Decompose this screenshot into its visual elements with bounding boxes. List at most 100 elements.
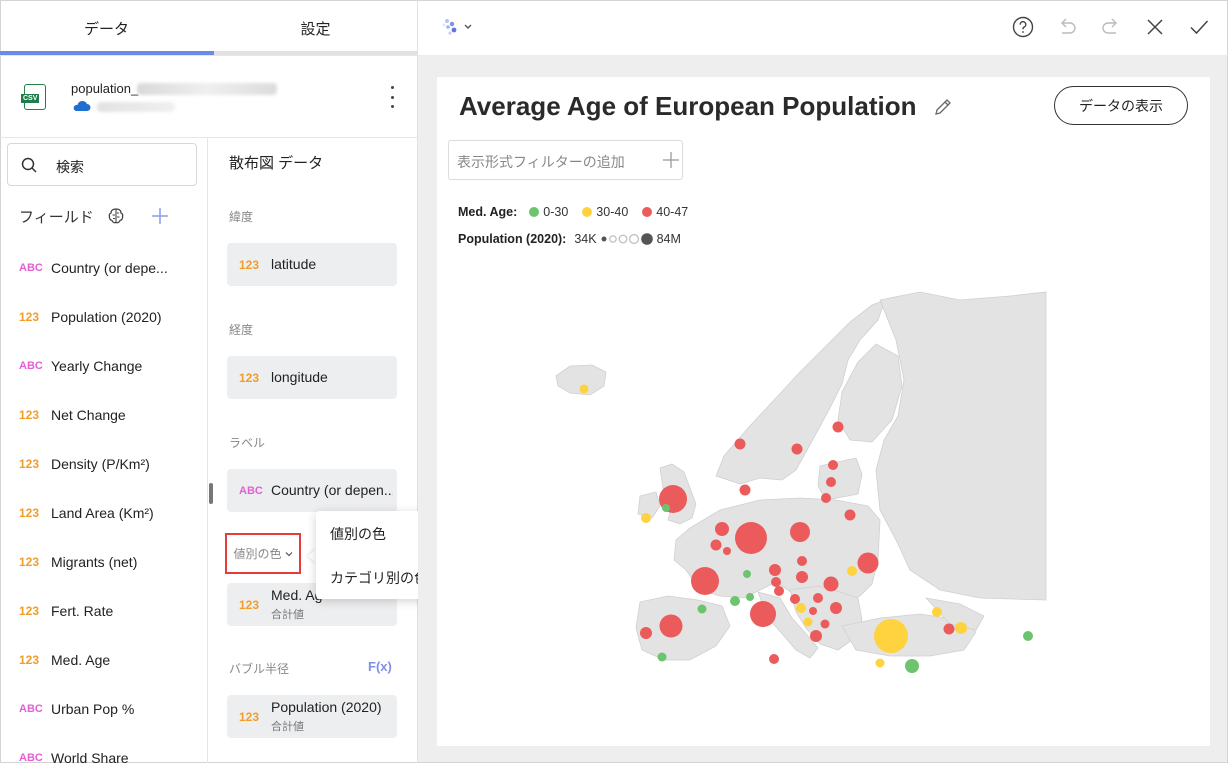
- field-type-label: 123: [239, 598, 260, 612]
- cloud-icon: [73, 100, 91, 111]
- bubble-bulgaria: [830, 602, 842, 614]
- bubble-monaco: [746, 593, 754, 601]
- panel-divider: [417, 0, 418, 763]
- field-type-label: 123: [239, 710, 260, 724]
- bubble-sweden: [791, 443, 803, 455]
- datasource-menu-icon[interactable]: [386, 86, 398, 108]
- longitude-field-pill[interactable]: 123 longitude: [227, 356, 397, 399]
- bubble-serbia: [813, 593, 823, 603]
- longitude-label: 経度: [229, 323, 254, 337]
- search-icon: [21, 157, 37, 173]
- legend-range-label: 40-47: [656, 205, 689, 219]
- field-item[interactable]: 123 Net Change: [0, 395, 207, 435]
- brain-icon[interactable]: [106, 206, 126, 226]
- bubble-radius-label: バブル半径: [229, 662, 290, 676]
- confirm-check-icon[interactable]: [1188, 16, 1210, 38]
- datasource-header: CSV population_: [0, 56, 417, 138]
- bubble-ukraine: [857, 552, 879, 574]
- chevron-down-icon: [285, 551, 292, 556]
- latitude-field-pill[interactable]: 123 latitude: [227, 243, 397, 286]
- bubble-gibraltar: [657, 652, 667, 662]
- field-name: Country (or depe...: [51, 260, 168, 276]
- config-title: 散布図 データ: [229, 155, 324, 172]
- bubble-norway: [734, 438, 746, 450]
- bubble-georgia: [932, 607, 942, 617]
- bubble-germany: [735, 522, 767, 554]
- bubble-croatia: [790, 594, 800, 604]
- tab-indicator-track: [214, 51, 417, 55]
- undo-icon[interactable]: [1056, 16, 1078, 38]
- field-type-label: 123: [19, 310, 40, 324]
- field-item[interactable]: 123 Migrants (net): [0, 542, 207, 582]
- bubble-syria: [905, 659, 919, 673]
- tab-data[interactable]: データ: [83, 20, 129, 38]
- bubble-spain: [659, 614, 683, 638]
- label-field-pill[interactable]: ABC Country (or depen...: [227, 469, 397, 512]
- field-item[interactable]: ABC Yearly Change: [0, 346, 207, 386]
- legend-red-dot: [642, 207, 653, 217]
- field-type-label: 123: [239, 258, 260, 272]
- bubble-slovakia: [797, 556, 807, 566]
- bubble-netherlands: [715, 522, 729, 536]
- legend-max-label: 84M: [656, 232, 681, 246]
- viz-title[interactable]: Average Age of European Population: [459, 91, 917, 121]
- latitude-label: 緯度: [229, 210, 254, 224]
- edit-pencil-icon[interactable]: [932, 96, 954, 118]
- field-type-label: ABC: [19, 703, 43, 715]
- field-item[interactable]: 123 Density (P/Km²): [0, 444, 207, 484]
- legend-green-dot: [529, 207, 540, 217]
- field-item[interactable]: 123 Fert. Rate: [0, 591, 207, 631]
- bubble-malta: [769, 654, 779, 664]
- bubble-moldova: [847, 566, 857, 576]
- bubble-belarus: [844, 509, 856, 521]
- field-type-label: 123: [19, 506, 40, 520]
- field-name: Population (2020): [271, 699, 382, 715]
- option-label: カテゴリ別の色: [330, 570, 428, 586]
- add-field-icon[interactable]: [150, 206, 170, 226]
- tab-settings[interactable]: 設定: [300, 20, 331, 38]
- bubble-luxembourg: [723, 547, 731, 555]
- field-item[interactable]: 123 Land Area (Km²): [0, 493, 207, 533]
- option-label: 値別の色: [330, 526, 386, 542]
- bubble-belgium: [710, 539, 722, 551]
- field-name: longitude: [271, 369, 328, 385]
- field-search-input[interactable]: 検索: [7, 143, 197, 186]
- redo-icon[interactable]: [1100, 16, 1122, 38]
- field-type-label: 123: [239, 371, 260, 385]
- field-name: Net Change: [51, 407, 126, 423]
- add-filter-field[interactable]: 表示形式フィルターの追加: [448, 140, 683, 180]
- bubble-montenegro: [809, 607, 817, 615]
- field-type-label: 123: [19, 408, 40, 422]
- field-item[interactable]: ABC Country (or depe...: [0, 248, 207, 288]
- field-type-label: 123: [19, 457, 40, 471]
- popup-arrow: [308, 548, 317, 564]
- viz-toolbar: [418, 0, 1228, 56]
- aggregation-label: 合計値: [271, 721, 304, 733]
- aggregation-label: 合計値: [271, 609, 304, 621]
- help-icon[interactable]: [1012, 16, 1034, 38]
- map-bubbles: [579, 384, 1033, 673]
- field-item[interactable]: 123 Med. Age: [0, 640, 207, 680]
- field-item[interactable]: ABC Urban Pop %: [0, 689, 207, 729]
- fields-heading: フィールド: [19, 209, 94, 226]
- bubble-lithuania: [821, 493, 831, 503]
- legend-title: Med. Age:: [458, 205, 518, 219]
- bubble-estonia: [828, 460, 838, 470]
- field-type-label: 123: [19, 604, 40, 618]
- bubble-andorra: [697, 604, 707, 614]
- med-age-legend: Med. Age: 0-30 30-40 40-47: [458, 205, 688, 219]
- field-name: Urban Pop %: [51, 701, 135, 717]
- bubble-field-pill[interactable]: 123 Population (2020) 合計値: [227, 695, 397, 738]
- bubble-czech: [769, 564, 781, 576]
- bubble-bosnia: [796, 603, 806, 613]
- show-data-button[interactable]: データの表示: [1054, 86, 1188, 125]
- formula-button[interactable]: F(x): [368, 659, 392, 674]
- color-mode-dropdown[interactable]: 値別の色: [225, 533, 301, 574]
- scatter-map-type-icon[interactable]: [438, 16, 476, 38]
- field-item[interactable]: ABC World Share: [0, 738, 207, 763]
- field-name: World Share: [51, 750, 129, 763]
- close-icon[interactable]: [1144, 16, 1166, 38]
- field-item[interactable]: 123 Population (2020): [0, 297, 207, 337]
- scrollbar-handle[interactable]: [209, 483, 213, 504]
- europe-map[interactable]: [437, 260, 1210, 700]
